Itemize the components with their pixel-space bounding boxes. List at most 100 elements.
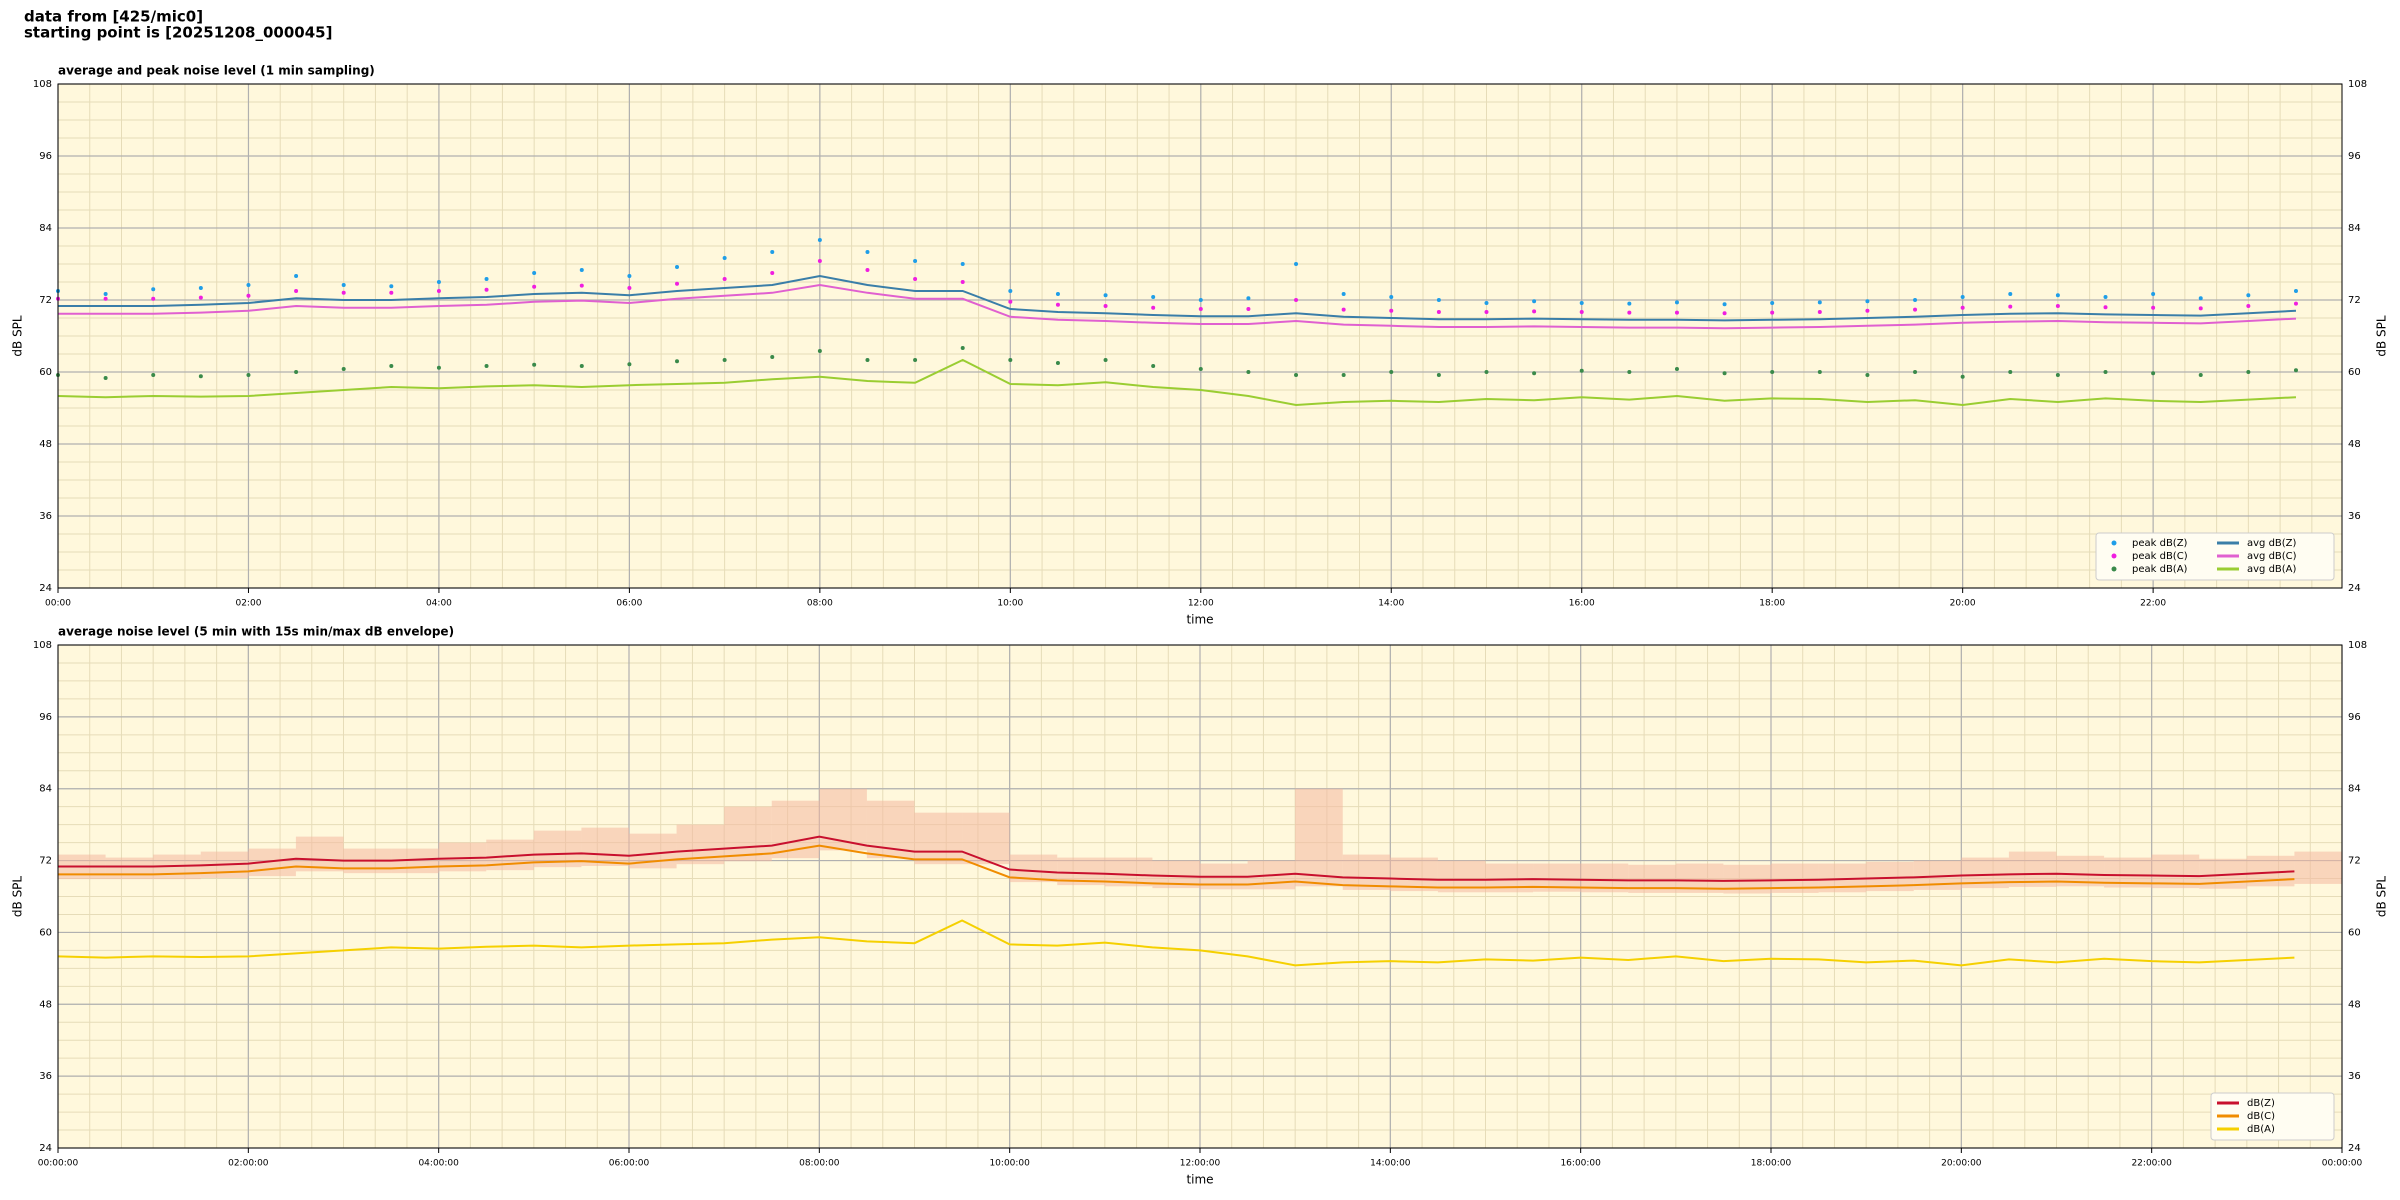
plot-frame xyxy=(57,644,2343,1149)
scatter-point xyxy=(960,346,965,350)
y-tick-label: 24 xyxy=(2348,583,2361,594)
scatter-point xyxy=(2246,304,2251,308)
chart-title: average and peak noise level (1 min samp… xyxy=(58,64,375,78)
scatter-point xyxy=(1246,307,1251,311)
x-tick-label: 20:00 xyxy=(1950,599,1976,609)
scatter-point xyxy=(1913,370,1918,374)
y-tick-label: 24 xyxy=(39,1143,52,1154)
x-tick-label: 18:00:00 xyxy=(1751,1159,1792,1169)
scatter-point xyxy=(1960,305,1965,310)
scatter-point xyxy=(1103,358,1108,362)
plot-frame xyxy=(57,83,2343,589)
scatter-point xyxy=(627,362,632,367)
scatter-point xyxy=(2055,304,2060,308)
y-tick-label: 84 xyxy=(39,223,52,234)
legend-label: avg dB(A) xyxy=(2247,564,2297,575)
scatter-point xyxy=(865,250,870,254)
scatter-point xyxy=(1341,292,1346,296)
scatter-point xyxy=(1484,301,1489,305)
legend-box xyxy=(2210,1092,2335,1141)
x-tick-label: 00:00:00 xyxy=(2322,1159,2363,1169)
scatter-point xyxy=(1008,358,1013,362)
scatter-point xyxy=(1151,364,1156,368)
y-tick-label: 60 xyxy=(2348,367,2361,378)
scatter-point xyxy=(2293,301,2298,306)
scatter-point xyxy=(436,280,441,284)
scatter-point xyxy=(960,262,965,266)
scatter-point xyxy=(1436,298,1441,302)
scatter-point xyxy=(103,292,108,296)
scatter-point xyxy=(1151,305,1156,310)
x-tick-label: 08:00:00 xyxy=(799,1159,840,1169)
scatter-point xyxy=(1722,371,1727,376)
scatter-point xyxy=(2198,373,2203,377)
scatter-point xyxy=(198,286,203,290)
envelope-band xyxy=(1295,788,1343,887)
scatter-point xyxy=(817,238,822,242)
y-tick-label: 108 xyxy=(33,640,52,651)
scatter-point xyxy=(865,358,870,362)
scatter-point xyxy=(817,259,822,263)
legend-label: peak dB(A) xyxy=(2132,564,2188,575)
scatter-point xyxy=(1865,373,1870,377)
envelope-band xyxy=(581,827,629,866)
scatter-point xyxy=(1484,310,1489,314)
scatter-point xyxy=(1770,310,1775,315)
scatter-point xyxy=(1627,301,1632,306)
scatter-point xyxy=(770,271,775,275)
envelope-band xyxy=(962,812,1010,865)
series-line xyxy=(58,844,2295,890)
y-tick-label: 96 xyxy=(2348,712,2361,723)
header-line: data from [425/mic0] xyxy=(24,8,203,26)
scatter-point xyxy=(1579,368,1584,373)
legend-label: dB(Z) xyxy=(2247,1098,2275,1109)
y-tick-label: 96 xyxy=(39,151,52,162)
y-tick-label: 48 xyxy=(39,999,52,1010)
x-tick-label: 12:00 xyxy=(1188,599,1214,609)
header-line: starting point is [20251208_000045] xyxy=(24,24,332,42)
scatter-point xyxy=(2293,368,2298,373)
scatter-point xyxy=(913,259,918,263)
legend-marker xyxy=(2111,540,2117,546)
scatter-point xyxy=(1484,370,1489,374)
x-tick-label: 00:00:00 xyxy=(38,1159,79,1169)
scatter-point xyxy=(960,280,965,284)
scatter-point xyxy=(1198,367,1203,371)
scatter-point xyxy=(1960,374,1965,379)
x-axis-label: time xyxy=(1186,613,1213,627)
y-tick-label: 72 xyxy=(2348,856,2361,867)
x-tick-label: 14:00:00 xyxy=(1370,1159,1411,1169)
scatter-point xyxy=(2198,306,2203,311)
y-axis-label: dB SPL xyxy=(2375,876,2389,918)
y-tick-label: 60 xyxy=(39,367,52,378)
scatter-point xyxy=(532,284,537,289)
scatter-point xyxy=(484,287,489,292)
scatter-point xyxy=(1198,298,1203,302)
legend-label: dB(C) xyxy=(2247,1111,2275,1122)
legend-label: dB(A) xyxy=(2247,1124,2275,1135)
envelope-band xyxy=(2294,851,2342,884)
envelope-band xyxy=(295,836,344,872)
scatter-point xyxy=(1627,370,1632,374)
legend-box xyxy=(2095,532,2335,581)
scatter-point xyxy=(1674,367,1679,371)
scatter-point xyxy=(579,283,584,288)
scatter-point xyxy=(151,287,156,292)
scatter-point xyxy=(1722,302,1727,307)
scatter-point xyxy=(675,281,680,286)
scatter-point xyxy=(436,365,441,370)
scatter-point xyxy=(722,358,727,362)
scatter-point xyxy=(722,256,727,260)
y-tick-label: 60 xyxy=(39,927,52,938)
y-tick-label: 84 xyxy=(39,784,52,795)
scatter-point xyxy=(341,290,346,295)
scatter-point xyxy=(1579,301,1584,305)
y-tick-label: 60 xyxy=(2348,927,2361,938)
chart-title: average noise level (5 min with 15s min/… xyxy=(58,625,454,639)
y-tick-label: 36 xyxy=(2348,511,2361,522)
envelope-band xyxy=(914,812,963,865)
legend-marker xyxy=(2111,566,2117,572)
scatter-point xyxy=(627,286,632,290)
series-line xyxy=(58,835,2295,882)
